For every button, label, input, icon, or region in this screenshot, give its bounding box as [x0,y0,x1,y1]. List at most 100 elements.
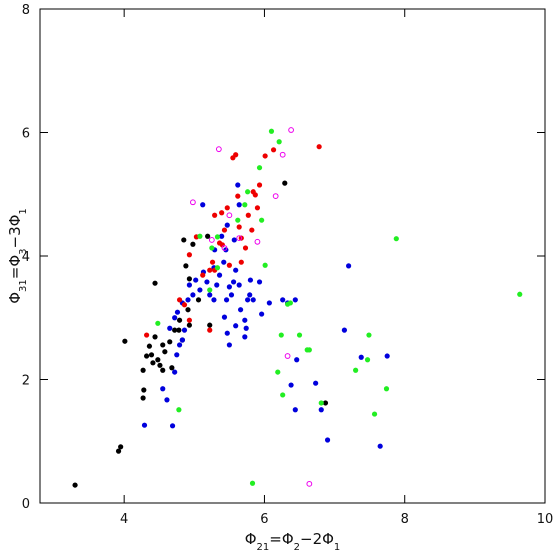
plot-frame [39,8,546,504]
point [209,259,216,265]
point [141,387,147,393]
point [140,367,146,373]
point [224,330,230,336]
point [231,237,237,243]
x-tick-label: 4 [120,512,128,527]
point [204,279,210,285]
point [190,199,196,206]
point [256,165,263,171]
label-subscript: 2 [294,542,300,553]
y-tick-label: 8 [22,3,30,18]
point [181,237,187,243]
point [186,276,192,282]
point [167,325,173,331]
point [174,352,180,358]
point [144,353,150,359]
point [275,369,281,375]
point [245,189,251,195]
point [366,332,372,338]
point [221,245,228,251]
point [176,327,182,333]
point [207,287,213,293]
point [176,342,183,348]
point [200,202,206,208]
point [221,259,227,265]
point [172,327,178,333]
point [276,139,282,145]
point [176,317,183,323]
point [249,480,256,486]
point [214,282,220,288]
point [270,147,277,153]
point [209,245,215,251]
point [318,400,324,406]
point [256,182,263,188]
point [160,367,166,373]
point [280,297,286,303]
point [216,272,223,278]
point [226,284,232,290]
point [294,357,300,363]
y-tick-label: 6 [22,127,30,142]
point [205,233,211,239]
point [152,280,158,286]
label-subscript: 1 [334,542,340,553]
point [190,292,196,298]
point [226,212,233,219]
point [243,325,249,331]
point [160,342,166,348]
point [148,352,155,358]
point [228,292,235,298]
point [174,309,181,315]
point [245,212,251,218]
point [155,320,161,326]
point [233,323,239,329]
point [266,300,272,306]
point [190,241,196,247]
point [200,272,206,278]
point [226,262,232,268]
point [216,240,223,246]
point [230,279,237,285]
label-part: −2Φ [300,530,334,548]
point [122,338,128,344]
point [252,192,258,198]
point [235,193,241,199]
point [207,292,213,298]
point [169,365,175,371]
point [242,317,248,323]
point [224,222,230,228]
point [186,322,192,328]
y-axis-label: Φ31=Φ3−3Φ1 [6,208,29,304]
point [268,128,275,134]
point [160,386,166,392]
point [245,297,251,303]
point [292,407,298,413]
point [262,262,268,268]
point [72,482,78,488]
point [256,279,263,285]
point [214,265,221,271]
point [141,422,148,428]
point [186,282,192,288]
point [176,297,183,303]
point [176,407,182,413]
point [236,224,242,230]
point [322,400,329,406]
point [172,315,178,321]
point [183,263,189,269]
point [313,380,319,386]
point [226,342,232,348]
point [237,307,244,313]
label-part: =Φ [6,255,24,279]
point [247,292,253,298]
point [341,327,348,333]
label-part: Φ [6,292,24,304]
y-tick-label: 0 [22,497,30,512]
point [346,263,352,269]
point [278,332,284,338]
point [140,395,146,401]
point [247,277,254,283]
point [144,332,150,338]
